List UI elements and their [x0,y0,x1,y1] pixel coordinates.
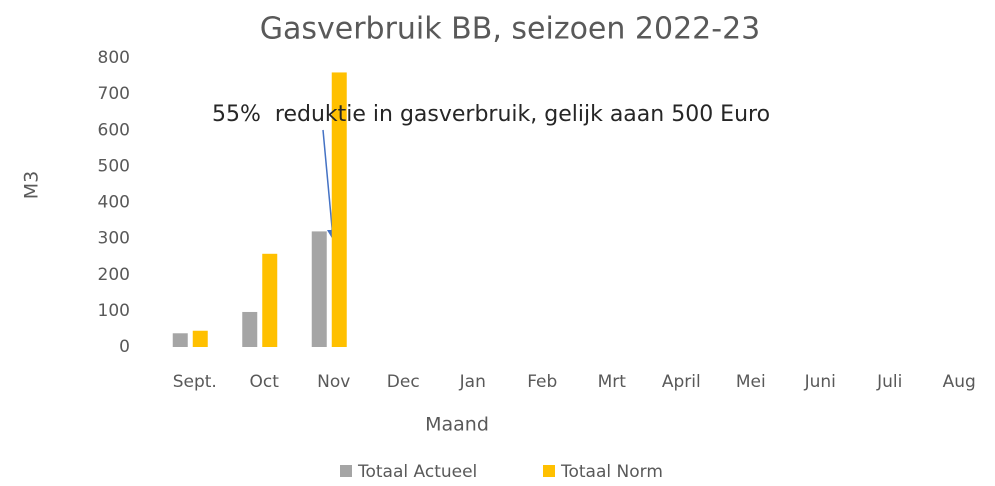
x-tick-label: Feb [527,372,557,392]
y-tick-label: 0 [119,337,130,357]
y-tick-label: 800 [98,48,130,68]
x-tick-label: April [662,372,701,392]
x-tick-label: Oct [250,372,280,392]
y-tick-label: 300 [98,229,130,249]
bar [192,330,208,347]
x-tick-label: Mrt [598,372,627,392]
x-tick-label: Nov [317,372,350,392]
x-tick-label: Aug [943,372,976,392]
legend-label: Totaal Norm [560,462,663,482]
x-tick-label: Mei [736,372,766,392]
bar [172,333,188,347]
bar [242,311,258,347]
y-tick-label: 200 [98,265,130,285]
x-tick-label: Jan [459,372,486,392]
x-tick-label: Juni [804,372,836,392]
x-tick-label: Sept. [173,372,217,392]
legend-swatch [340,465,352,477]
annotation: 55% reduktie in gasverbruik, gelijk aaan… [212,102,770,127]
x-axis-label: Maand [425,414,489,436]
chart-title: Gasverbruik BB, seizoen 2022-23 [260,12,761,47]
y-tick-label: 400 [98,193,130,213]
bar [311,231,327,347]
y-axis-label: M3 [21,171,43,199]
legend-label: Totaal Actueel [357,462,477,482]
y-tick-label: 600 [98,120,130,140]
bar [262,253,278,347]
annotation-arrow [322,129,338,241]
y-tick-label: 700 [98,84,130,104]
y-tick-label: 500 [98,156,130,176]
x-tick-label: Dec [387,372,420,392]
x-tick-label: Juli [876,372,902,392]
y-tick-label: 100 [98,301,130,321]
bar [331,72,347,347]
legend-swatch [543,465,555,477]
